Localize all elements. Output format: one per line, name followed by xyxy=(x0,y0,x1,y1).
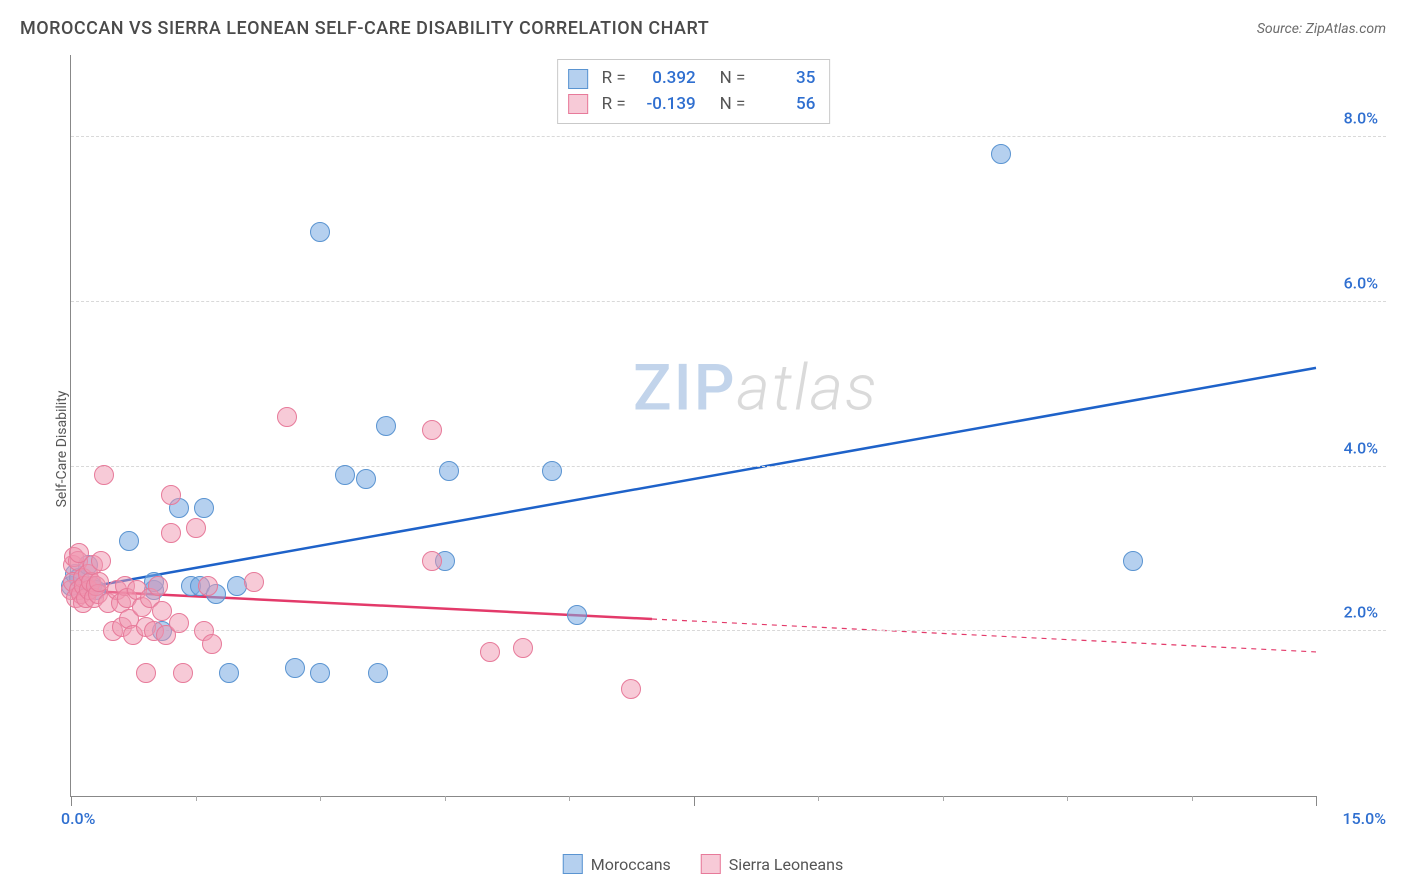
x-axis-start-label: 0.0% xyxy=(61,809,95,828)
x-tick-minor xyxy=(1192,796,1193,801)
x-axis-end-label: 15.0% xyxy=(1342,809,1386,828)
legend-n-value-moroccans: 35 xyxy=(755,66,815,92)
legend-r-value-moroccans: 0.392 xyxy=(636,66,696,92)
scatter-point-moroccans xyxy=(567,605,587,625)
x-tick-minor xyxy=(1067,796,1068,801)
bottom-legend-item-moroccans: Moroccans xyxy=(563,854,671,874)
scatter-point-moroccans xyxy=(439,461,459,481)
legend-r-label: R = xyxy=(602,66,626,92)
scatter-point-sierra xyxy=(186,518,206,538)
scatter-point-moroccans xyxy=(335,465,355,485)
scatter-point-moroccans xyxy=(310,663,330,683)
x-tick-major xyxy=(694,796,695,806)
y-tick-label: 4.0% xyxy=(1344,438,1378,457)
legend-n-label: N = xyxy=(720,66,746,92)
scatter-point-moroccans xyxy=(1123,551,1143,571)
scatter-point-sierra xyxy=(91,551,111,571)
y-tick-label: 8.0% xyxy=(1344,109,1378,128)
legend-row-sierra: R = -0.139 N = 56 xyxy=(568,92,816,118)
scatter-point-sierra xyxy=(198,576,218,596)
scatter-point-sierra xyxy=(169,613,189,633)
x-tick-major xyxy=(1316,796,1317,806)
plot-region: ZIPatlas R =0.392N =35R =-0.139N =56 0.0… xyxy=(70,55,1316,797)
bottom-legend-item-sierra: Sierra Leoneans xyxy=(701,854,843,874)
trendline-sierra-extrapolated xyxy=(652,619,1316,652)
scatter-point-moroccans xyxy=(219,663,239,683)
scatter-point-sierra xyxy=(173,663,193,683)
chart-title: MOROCCAN VS SIERRA LEONEAN SELF-CARE DIS… xyxy=(20,18,709,39)
trend-lines xyxy=(71,55,1316,796)
scatter-point-moroccans xyxy=(991,144,1011,164)
scatter-point-sierra xyxy=(148,576,168,596)
legend-row-moroccans: R = 0.392 N = 35 xyxy=(568,66,816,92)
y-tick-label: 6.0% xyxy=(1344,274,1378,293)
chart-area: Self-Care Disability ZIPatlas R =0.392N … xyxy=(50,55,1386,827)
legend-r-value-sierra: -0.139 xyxy=(636,92,696,118)
legend-n-value-sierra: 56 xyxy=(755,92,815,118)
legend-swatch-moroccans xyxy=(568,69,588,89)
x-tick-minor xyxy=(818,796,819,801)
bottom-legend-swatch-moroccans xyxy=(563,854,583,874)
gridline-h xyxy=(71,136,1386,137)
x-tick-major xyxy=(71,796,72,806)
gridline-h xyxy=(71,630,1386,631)
scatter-point-sierra xyxy=(161,485,181,505)
scatter-point-sierra xyxy=(244,572,264,592)
scatter-point-sierra xyxy=(513,638,533,658)
legend-n-label: N = xyxy=(720,92,746,118)
scatter-point-sierra xyxy=(136,663,156,683)
x-tick-minor xyxy=(943,796,944,801)
scatter-point-sierra xyxy=(161,523,181,543)
scatter-point-sierra xyxy=(94,465,114,485)
x-tick-minor xyxy=(445,796,446,801)
legend-r-label: R = xyxy=(602,92,626,118)
scatter-point-moroccans xyxy=(119,531,139,551)
scatter-point-moroccans xyxy=(194,498,214,518)
gridline-h xyxy=(71,466,1386,467)
scatter-point-moroccans xyxy=(376,416,396,436)
scatter-point-moroccans xyxy=(356,469,376,489)
scatter-point-sierra xyxy=(480,642,500,662)
scatter-point-sierra xyxy=(422,551,442,571)
y-tick-label: 2.0% xyxy=(1344,603,1378,622)
bottom-legend-label-moroccans: Moroccans xyxy=(591,855,671,874)
x-tick-minor xyxy=(320,796,321,801)
bottom-legend-swatch-sierra xyxy=(701,854,721,874)
gridline-h xyxy=(71,301,1386,302)
scatter-point-sierra xyxy=(202,634,222,654)
scatter-point-moroccans xyxy=(542,461,562,481)
bottom-legend-label-sierra: Sierra Leoneans xyxy=(729,855,843,874)
scatter-point-sierra xyxy=(621,679,641,699)
scatter-point-sierra xyxy=(422,420,442,440)
scatter-point-moroccans xyxy=(368,663,388,683)
correlation-legend: R = 0.392 N = 35 R = -0.139 N = 56 xyxy=(557,59,831,124)
scatter-point-moroccans xyxy=(285,658,305,678)
y-axis-label: Self-Care Disability xyxy=(54,391,70,508)
scatter-point-moroccans xyxy=(310,222,330,242)
series-legend: Moroccans Sierra Leoneans xyxy=(563,854,843,874)
x-tick-minor xyxy=(196,796,197,801)
legend-swatch-sierra xyxy=(568,94,588,114)
x-tick-minor xyxy=(569,796,570,801)
source-attribution: Source: ZipAtlas.com xyxy=(1257,21,1386,37)
scatter-point-sierra xyxy=(277,407,297,427)
